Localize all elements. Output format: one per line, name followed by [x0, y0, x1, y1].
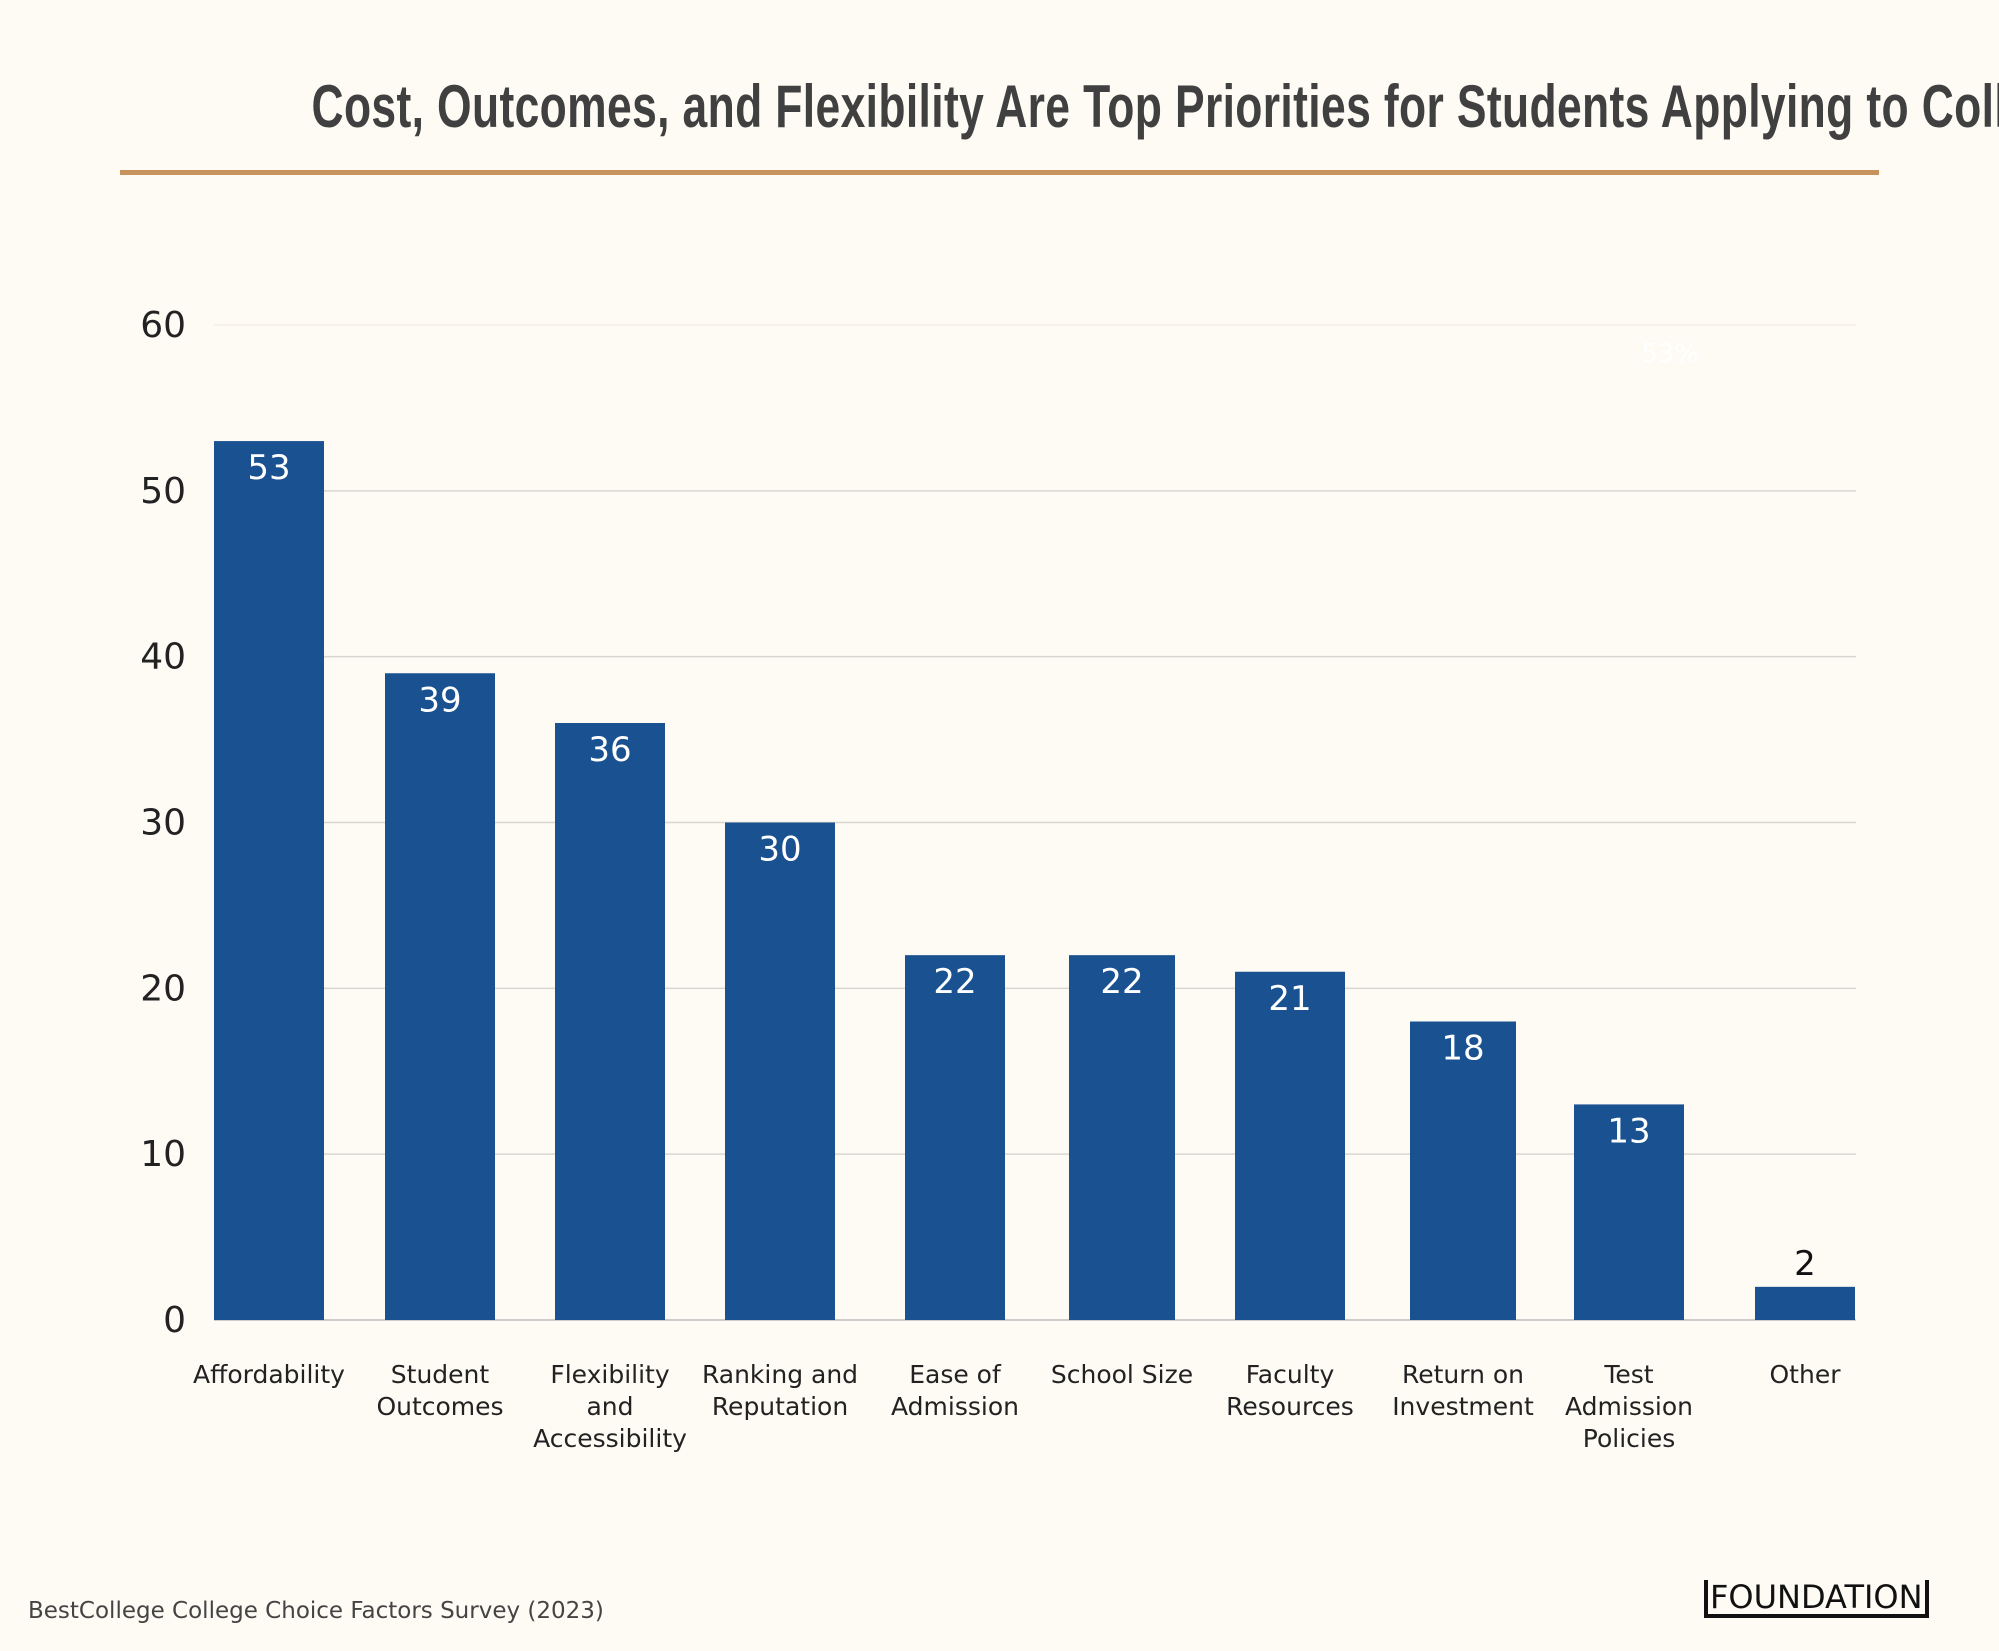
bar — [725, 822, 835, 1320]
x-tick-label: Faculty Resources — [1226, 1360, 1354, 1421]
x-tick-label: School Size — [1051, 1360, 1193, 1389]
y-tick-label: 50 — [140, 471, 186, 512]
y-tick-label: 10 — [140, 1134, 186, 1175]
bar — [1755, 1286, 1855, 1320]
x-tick-label: Ranking and Reputation — [702, 1360, 858, 1421]
y-tick-label: 20 — [140, 968, 186, 1009]
data-label: 53 — [247, 448, 290, 488]
x-tick-label: Test Admission Policies — [1565, 1360, 1693, 1453]
x-tick-label: Return on Investment — [1392, 1360, 1534, 1421]
bar — [214, 441, 324, 1320]
chart-title-text: Cost, Outcomes, and Flexibility Are Top … — [311, 73, 1999, 140]
data-label: 18 — [1441, 1029, 1484, 1069]
y-tick-label: 30 — [140, 803, 186, 844]
bar — [385, 673, 495, 1320]
data-label: 22 — [933, 962, 976, 1002]
source-note: BestCollege College Choice Factors Surve… — [28, 1598, 604, 1624]
data-label: 39 — [418, 680, 461, 720]
y-tick-label: 0 — [163, 1300, 186, 1341]
y-tick-label: 40 — [140, 637, 186, 678]
bar — [1069, 955, 1175, 1320]
x-tick-label: Flexibility and Accessibility — [533, 1360, 687, 1453]
title-underline — [120, 170, 1879, 175]
bar — [1574, 1104, 1684, 1320]
y-tick-label: 60 — [140, 305, 186, 346]
data-label: 36 — [588, 730, 631, 770]
x-tick-label: Student Outcomes — [376, 1360, 503, 1421]
foundation-logo: FOUNDATION — [1704, 1580, 1929, 1618]
x-tick-label: Other — [1770, 1360, 1842, 1389]
data-label: 13 — [1607, 1111, 1650, 1151]
bar — [905, 955, 1005, 1320]
data-label: 21 — [1268, 979, 1311, 1019]
x-tick-label: Affordability — [193, 1360, 345, 1389]
bar — [555, 723, 665, 1320]
x-tick-label: Ease of Admission — [891, 1360, 1019, 1421]
data-label: 22 — [1100, 962, 1143, 1002]
bar — [1410, 1021, 1516, 1320]
data-label: 30 — [758, 830, 801, 870]
faint-annotation: 53% — [1641, 339, 1699, 369]
chart-title: Cost, Outcomes, and Flexibility Are Top … — [0, 72, 1999, 141]
data-label: 2 — [1794, 1244, 1816, 1284]
bar — [1235, 971, 1345, 1320]
